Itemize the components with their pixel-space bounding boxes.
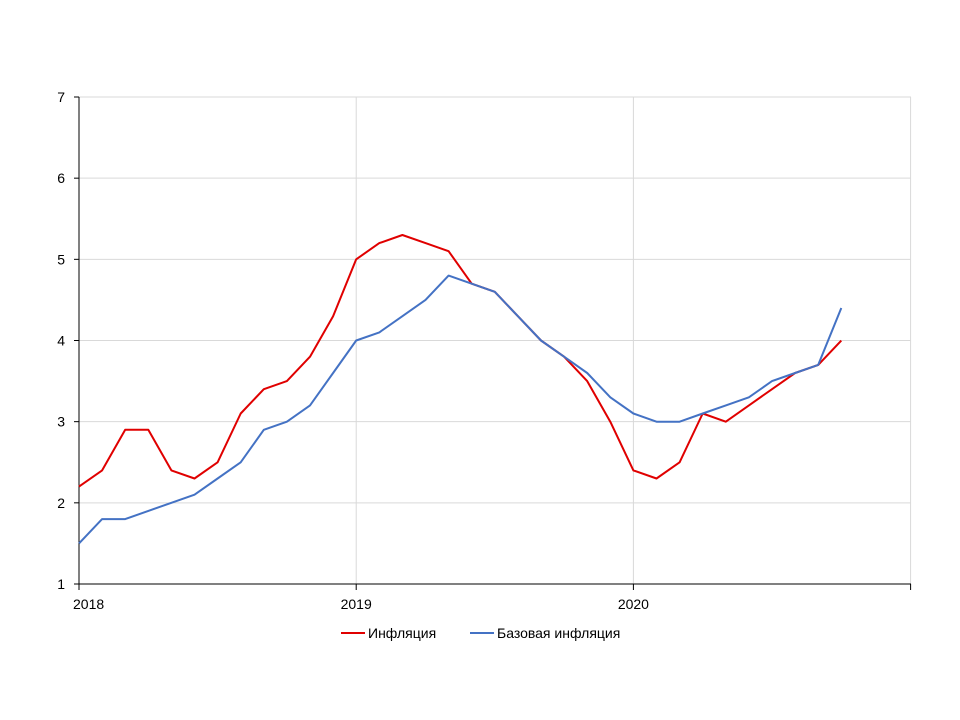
- axes: [74, 96, 912, 590]
- y-tick-label: 7: [57, 89, 65, 105]
- x-tick-label: 2019: [341, 596, 372, 612]
- legend-label: Инфляция: [368, 625, 436, 641]
- y-tick-label: 4: [57, 333, 65, 349]
- series-line-inflation: [78, 234, 843, 488]
- y-tick-label: 3: [57, 414, 65, 430]
- x-tick-label: 2018: [73, 596, 104, 612]
- x-tick-labels: 2018 2019 2020: [73, 596, 649, 612]
- legend: Инфляция Базовая инфляция: [341, 625, 620, 641]
- y-tick-label: 1: [57, 576, 65, 592]
- y-tick-label: 2: [57, 495, 65, 511]
- y-tick-label: 6: [57, 170, 65, 186]
- y-tick-labels: 1 2 3 4 5 6 7: [57, 89, 65, 592]
- gridlines: [79, 96, 912, 584]
- series-line-core-inflation: [78, 274, 843, 545]
- y-tick-label: 5: [57, 251, 65, 267]
- legend-label: Базовая инфляция: [497, 625, 620, 641]
- series-lines: [78, 234, 843, 545]
- x-tick-label: 2020: [618, 596, 649, 612]
